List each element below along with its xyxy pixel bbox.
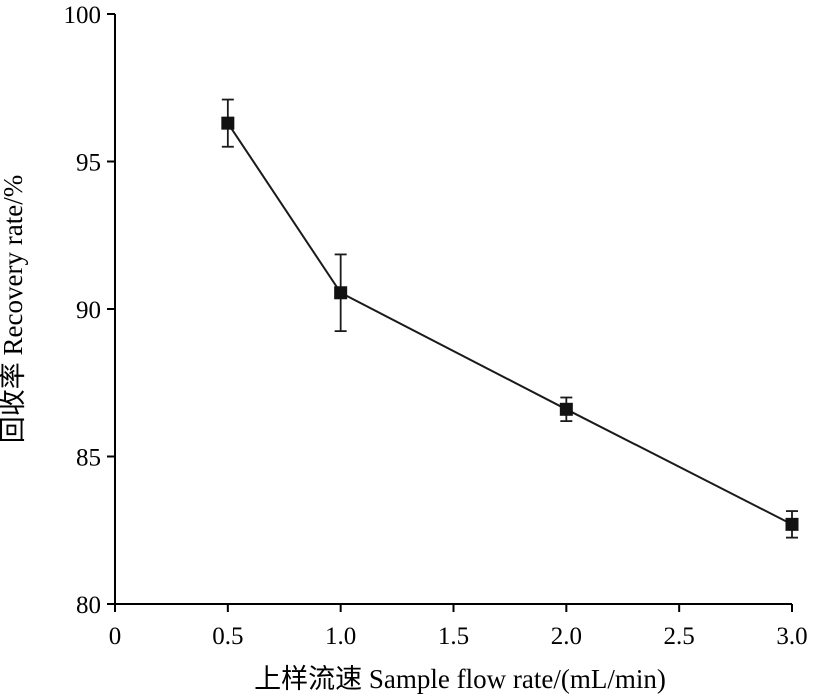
x-tick-label: 0: [109, 623, 122, 650]
x-tick-label: 2.0: [551, 623, 582, 650]
y-tick-label: 100: [64, 2, 102, 29]
x-axis-title: 上样流速 Sample flow rate/(mL/min): [254, 664, 666, 694]
y-tick-label: 85: [76, 445, 101, 472]
y-tick-label: 80: [76, 592, 101, 619]
x-tick-label: 3.0: [776, 623, 807, 650]
axes: [114, 14, 792, 605]
data-point: [559, 402, 573, 416]
data-point: [334, 286, 348, 300]
y-tick-label: 90: [76, 297, 101, 324]
x-tick-label: 2.5: [664, 623, 695, 650]
y-ticks: 80 85 90 95 100: [64, 2, 115, 619]
x-tick-label: 1.0: [325, 623, 356, 650]
y-tick-label: 95: [76, 150, 101, 177]
x-tick-label: 1.5: [438, 623, 469, 650]
y-axis-title: 回收率 Recovery rate/%: [0, 175, 28, 443]
plot-area: [221, 98, 799, 539]
data-point: [221, 116, 235, 130]
series-line: [227, 122, 793, 526]
x-tick-label: 0.5: [212, 623, 243, 650]
x-ticks: 0 0.5 1.0 1.5 2.0 2.5 3.0: [109, 604, 808, 650]
data-point: [785, 517, 799, 531]
